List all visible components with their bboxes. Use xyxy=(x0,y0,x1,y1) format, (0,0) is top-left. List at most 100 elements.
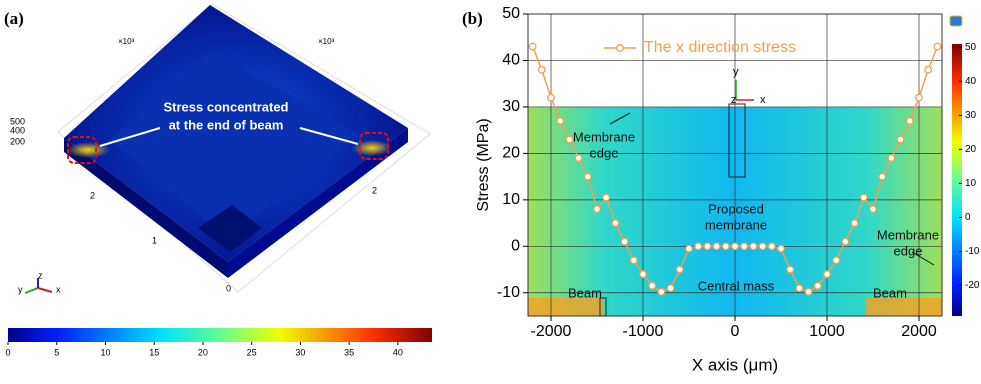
data-point xyxy=(796,285,803,292)
triad-label: y xyxy=(733,66,739,78)
exponent-label: ×10³ xyxy=(318,37,335,46)
colorbar-tick-label: 20 xyxy=(198,347,208,357)
annotation: Beam xyxy=(873,285,907,300)
data-point xyxy=(732,243,739,250)
annotation: at the end of beam xyxy=(169,117,284,132)
data-point xyxy=(612,220,619,227)
data-point xyxy=(695,243,702,250)
colorbar-tick-label: 40 xyxy=(965,76,977,87)
data-point xyxy=(907,118,914,125)
y-tick-label: 0 xyxy=(511,238,520,255)
data-point xyxy=(548,94,555,101)
colorbar-tick-label: 50 xyxy=(965,42,977,53)
colorbar-tick-label: 25 xyxy=(247,347,257,357)
axis-tick-label: 2 xyxy=(372,185,377,195)
data-point xyxy=(888,155,895,162)
annotation: Central mass xyxy=(698,278,775,293)
triad-label: x xyxy=(56,284,61,294)
data-point xyxy=(723,243,730,250)
data-point xyxy=(631,257,638,264)
colorbar-tick-label: 10 xyxy=(100,347,110,357)
panel-a-render xyxy=(8,4,432,342)
data-point xyxy=(640,271,647,278)
annotation: Beam xyxy=(568,285,602,300)
axis-tick-label: 1 xyxy=(152,235,157,245)
legend-label: The x direction stress xyxy=(644,39,796,56)
annotation: Membrane xyxy=(573,129,635,144)
data-point xyxy=(861,194,868,201)
data-point xyxy=(778,245,785,252)
data-point xyxy=(897,136,904,143)
panel-label: (b) xyxy=(462,9,483,28)
colorbar-tick-label: 0 xyxy=(965,212,971,223)
data-point xyxy=(594,206,601,213)
data-point xyxy=(686,245,693,252)
annotation: Membrane xyxy=(877,227,939,242)
data-point xyxy=(851,220,858,227)
annotation: membrane xyxy=(705,217,767,232)
data-point xyxy=(870,206,877,213)
annotation: Proposed xyxy=(708,201,764,216)
y-tick-label: 20 xyxy=(502,145,520,162)
data-point xyxy=(750,243,757,250)
colorbar-tick-label: -10 xyxy=(965,246,980,257)
triad-label: x xyxy=(760,94,766,106)
data-point xyxy=(529,43,536,50)
y-tick-label: -10 xyxy=(497,284,520,301)
y-tick-label: 10 xyxy=(502,191,520,208)
z-tick-label: 200 xyxy=(10,136,25,146)
colorbar-tick-label: 30 xyxy=(965,110,977,121)
x-tick-label: 1000 xyxy=(809,323,845,340)
exponent-label: ×10³ xyxy=(118,37,135,46)
data-point xyxy=(575,155,582,162)
beam-region xyxy=(528,298,604,316)
colorbar-tick-label: 20 xyxy=(965,144,977,155)
data-point xyxy=(704,243,711,250)
panel-label: (a) xyxy=(4,9,24,28)
axis-tick-label: 0 xyxy=(226,283,231,293)
data-point xyxy=(815,283,822,290)
data-point xyxy=(658,289,665,296)
x-tick-label: -2000 xyxy=(531,323,572,340)
data-point xyxy=(539,66,546,73)
triad-label: y xyxy=(18,284,23,294)
beam-region xyxy=(866,298,942,316)
x-tick-label: -1000 xyxy=(623,323,664,340)
y-axis-label: Stress (MPa) xyxy=(475,118,492,211)
data-point xyxy=(842,238,849,245)
data-point xyxy=(566,136,573,143)
triad-label: z xyxy=(731,94,737,106)
data-point xyxy=(741,243,748,250)
colorbar-tick-label: 5 xyxy=(54,347,59,357)
colorbar-tick-label: 0 xyxy=(5,347,10,357)
colorbar-icon xyxy=(950,16,962,26)
x-tick-label: 2000 xyxy=(901,323,937,340)
annotation: Stress concentrated xyxy=(164,99,289,114)
colorbar-tick-label: 15 xyxy=(149,347,159,357)
y-tick-label: 40 xyxy=(502,52,520,69)
data-point xyxy=(769,243,776,250)
data-point xyxy=(557,118,564,125)
legend-marker xyxy=(617,45,624,52)
data-point xyxy=(759,243,766,250)
data-point xyxy=(925,66,932,73)
data-point xyxy=(621,238,628,245)
annotation: edge xyxy=(590,145,619,160)
data-point xyxy=(833,257,840,264)
z-tick-label: 400 xyxy=(10,125,25,135)
figure: (a) Stress concentrated at the end of beam… xyxy=(0,0,981,384)
colorbar-tick-label: -20 xyxy=(965,280,980,291)
data-point xyxy=(713,243,720,250)
triad-label: z xyxy=(38,270,43,280)
x-axis-label: X axis (μm) xyxy=(692,355,778,374)
data-point xyxy=(667,285,674,292)
data-point xyxy=(649,283,656,290)
data-point xyxy=(824,271,831,278)
data-point xyxy=(585,173,592,180)
colorbar-tick-label: 30 xyxy=(295,347,305,357)
axis-tick-label: 2 xyxy=(90,190,95,200)
colorbar-tick-label: 10 xyxy=(965,178,977,189)
colorbar-tick-label: 40 xyxy=(393,347,403,357)
data-point xyxy=(805,289,812,296)
y-tick-label: 30 xyxy=(502,98,520,115)
